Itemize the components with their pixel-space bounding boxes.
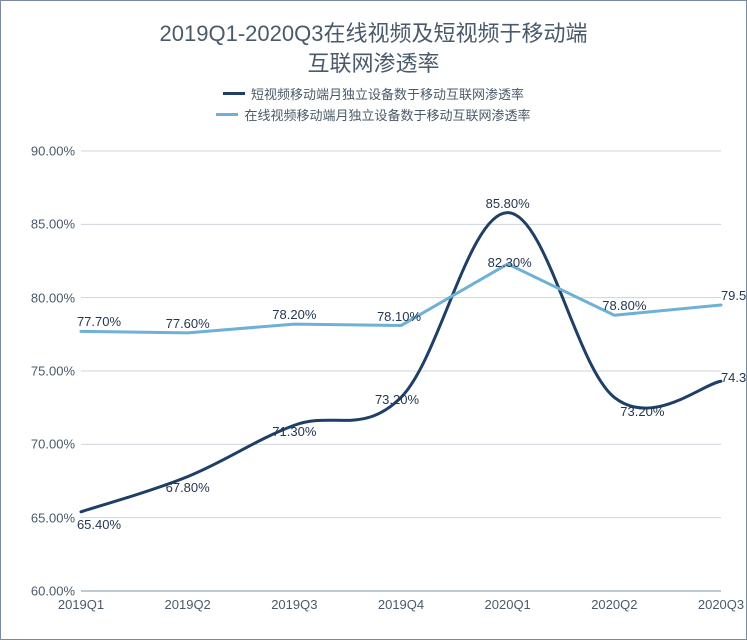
series-line-0 bbox=[81, 213, 721, 512]
plot-area: 60.00%65.00%70.00%75.00%80.00%85.00%90.0… bbox=[81, 151, 721, 591]
y-tick-label: 75.00% bbox=[31, 364, 75, 379]
chart-container: 2019Q1-2020Q3在线视频及短视频于移动端 互联网渗透率 短视频移动端月… bbox=[0, 0, 747, 640]
chart-svg bbox=[81, 151, 721, 591]
chart-title-line1: 2019Q1-2020Q3在线视频及短视频于移动端 bbox=[1, 19, 746, 49]
data-label: 65.40% bbox=[77, 517, 121, 532]
y-tick-label: 85.00% bbox=[31, 217, 75, 232]
chart-legend: 短视频移动端月独立设备数于移动互联网渗透率 在线视频移动端月独立设备数于移动互联… bbox=[1, 84, 746, 124]
data-label: 78.10% bbox=[377, 309, 421, 324]
data-label: 74.30% bbox=[721, 370, 747, 385]
y-tick-label: 90.00% bbox=[31, 144, 75, 159]
x-tick-label: 2019Q4 bbox=[378, 597, 424, 612]
data-label: 73.20% bbox=[620, 404, 664, 419]
data-label: 78.80% bbox=[602, 298, 646, 313]
data-label: 73.20% bbox=[375, 392, 419, 407]
data-label: 71.30% bbox=[272, 424, 316, 439]
legend-label-1: 在线视频移动端月独立设备数于移动互联网渗透率 bbox=[244, 105, 530, 124]
legend-label-0: 短视频移动端月独立设备数于移动互联网渗透率 bbox=[251, 84, 524, 103]
x-tick-label: 2020Q1 bbox=[485, 597, 531, 612]
data-label: 82.30% bbox=[488, 255, 532, 270]
data-label: 78.20% bbox=[272, 307, 316, 322]
x-tick-label: 2020Q3 bbox=[698, 597, 744, 612]
y-tick-label: 65.00% bbox=[31, 510, 75, 525]
legend-swatch-1 bbox=[216, 113, 238, 116]
y-tick-label: 80.00% bbox=[31, 290, 75, 305]
x-tick-label: 2019Q2 bbox=[165, 597, 211, 612]
chart-title: 2019Q1-2020Q3在线视频及短视频于移动端 互联网渗透率 bbox=[1, 1, 746, 78]
x-tick-label: 2019Q3 bbox=[271, 597, 317, 612]
legend-item-1: 在线视频移动端月独立设备数于移动互联网渗透率 bbox=[216, 105, 530, 124]
y-tick-label: 70.00% bbox=[31, 437, 75, 452]
x-tick-label: 2020Q2 bbox=[591, 597, 637, 612]
x-tick-label: 2019Q1 bbox=[58, 597, 104, 612]
data-label: 85.80% bbox=[486, 196, 530, 211]
data-label: 77.60% bbox=[166, 316, 210, 331]
legend-swatch-0 bbox=[223, 92, 245, 95]
data-label: 79.50% bbox=[721, 288, 747, 303]
data-label: 67.80% bbox=[166, 480, 210, 495]
legend-item-0: 短视频移动端月独立设备数于移动互联网渗透率 bbox=[223, 84, 524, 103]
data-label: 77.70% bbox=[77, 314, 121, 329]
chart-title-line2: 互联网渗透率 bbox=[1, 49, 746, 79]
